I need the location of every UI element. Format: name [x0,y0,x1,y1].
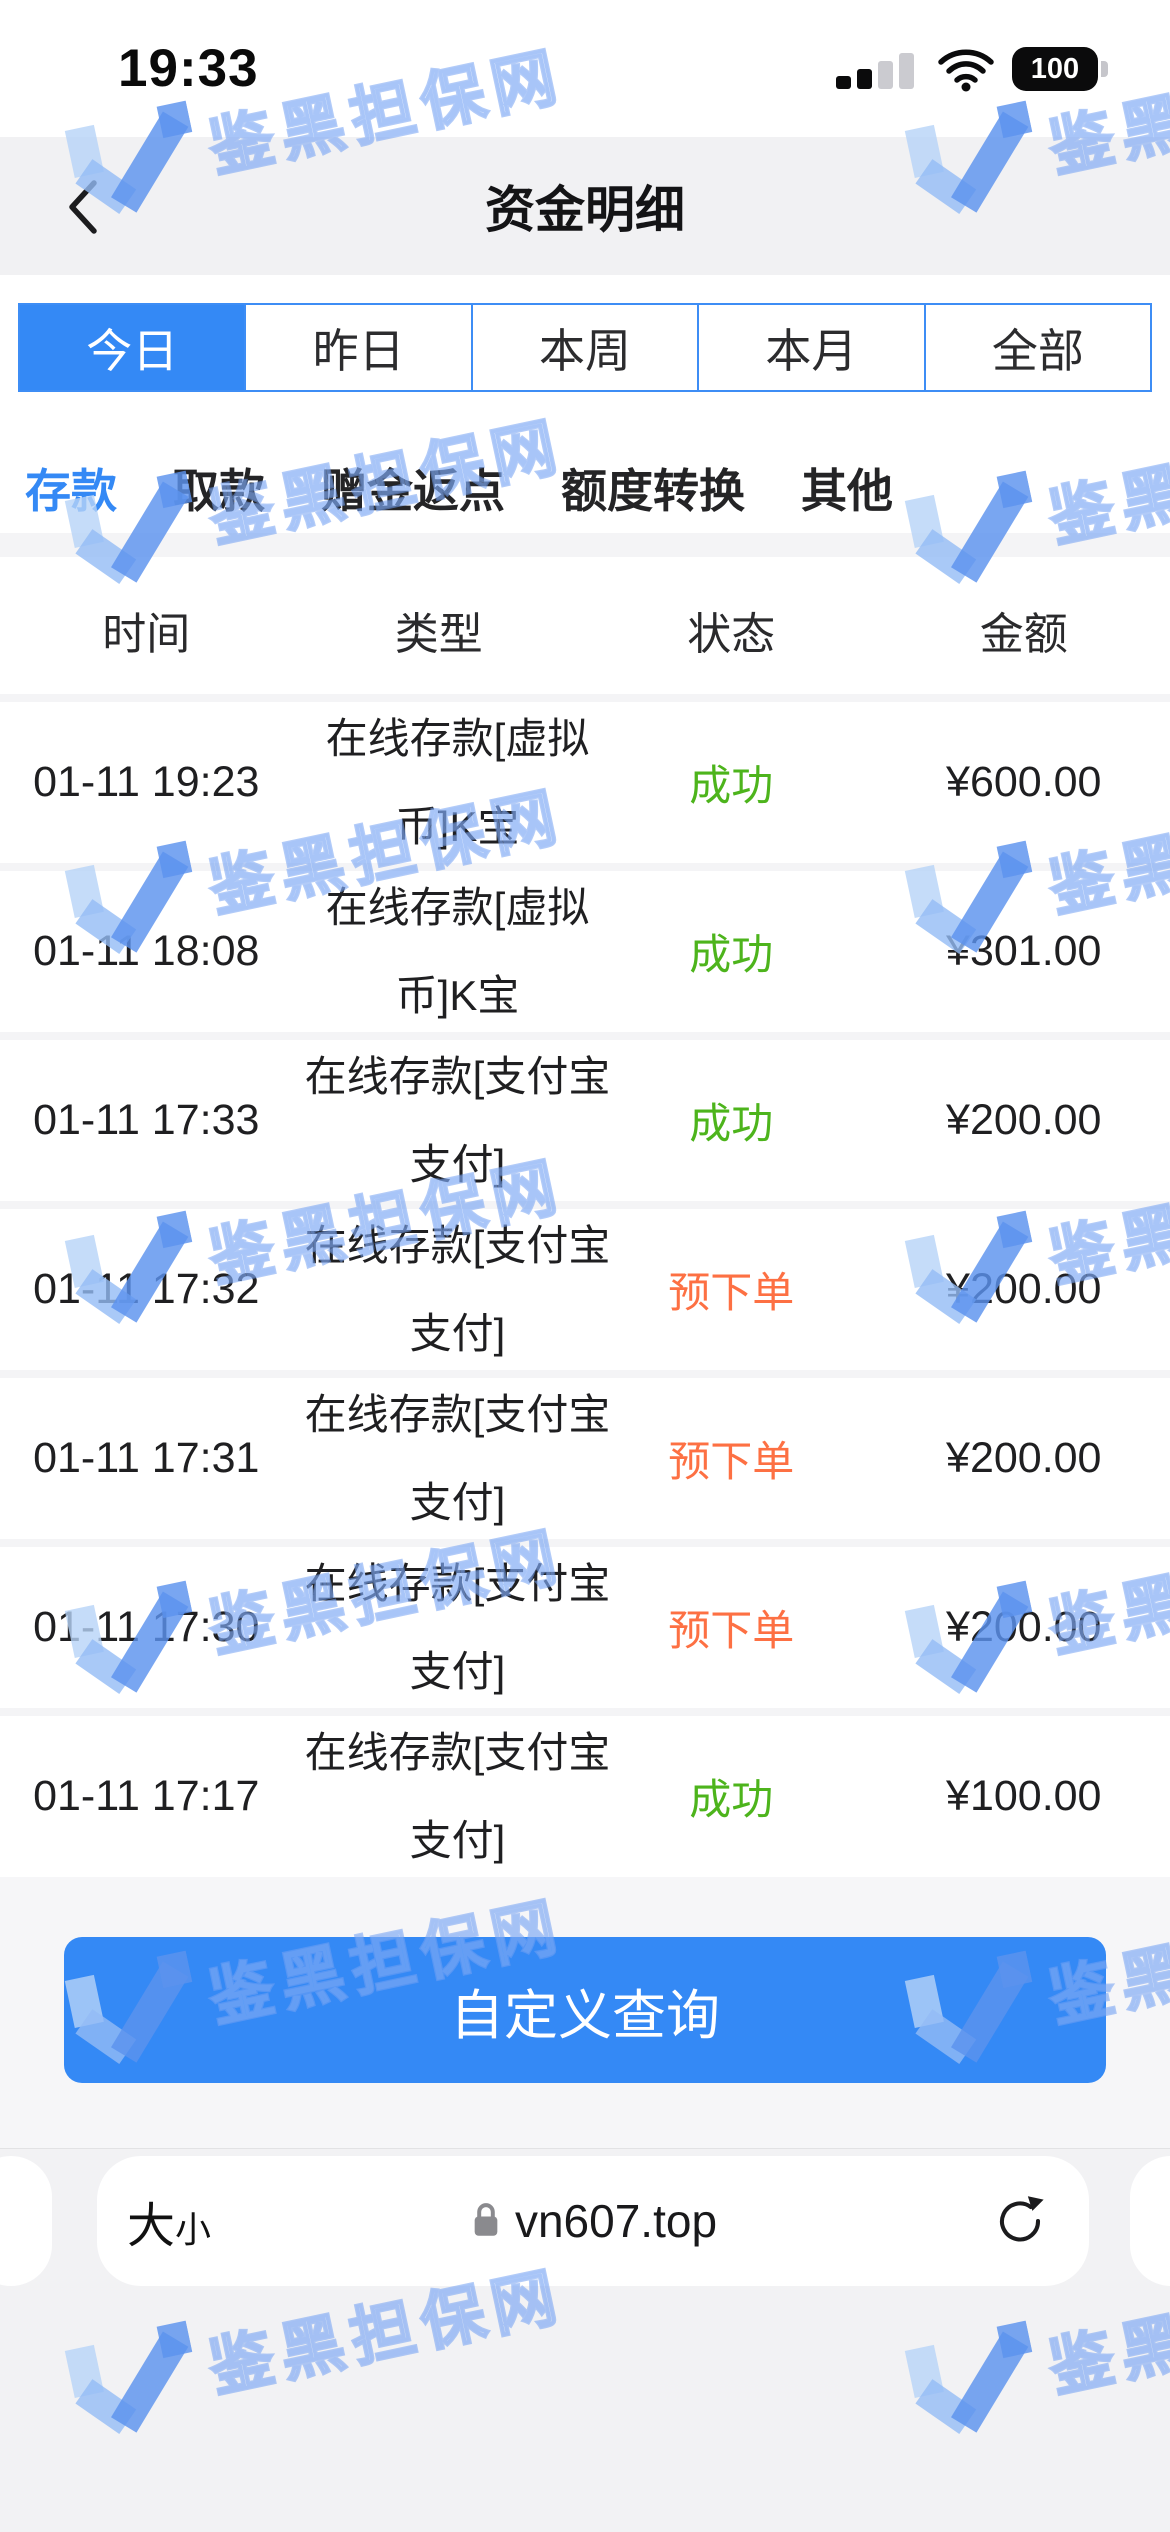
cellular-signal-icon [836,53,914,89]
type-text: 在线存款[支付宝支付] [304,1728,611,1864]
cell-status: 预下单 [585,1259,878,1320]
page-header: 资金明细 [0,137,1170,275]
safari-bottom-bar: 大小 vn607.top [0,2148,1170,2532]
cell-time: 01-11 17:33 [33,1096,260,1144]
category-tabs: 存款 取款 赠金返点 额度转换 其他 [25,455,893,521]
category-tab[interactable]: 额度转换 [561,465,745,517]
category-tab[interactable]: 其他 [801,465,893,517]
cell-time: 01-11 19:23 [33,758,260,806]
table-header: 时间 类型 状态 金额 [0,589,1170,671]
type-text: 在线存款[支付宝支付] [304,1390,611,1526]
table-header-cell: 类型 [394,610,483,659]
cell-amount: ¥200.00 [946,1265,1102,1313]
type-text: 在线存款[支付宝支付] [304,1052,611,1188]
type-text: 在线存款[虚拟币]K宝 [325,714,590,850]
cell-status: 预下单 [585,1428,878,1489]
cell-type: 在线存款[支付宝支付] [293,1540,611,1716]
battery-percent: 100 [1030,52,1080,85]
table-row: 01-11 18:08 在线存款[虚拟币]K宝 成功 ¥301.00 [0,871,1170,1040]
cell-time: 01-11 17:31 [33,1434,260,1482]
adjacent-tab-left[interactable] [0,2156,52,2286]
watermark-tile: 鉴黑担保网 [898,382,1170,602]
status-badge: 预下单 [668,1269,795,1316]
status-badge: 成功 [689,1100,774,1147]
date-tab[interactable]: 本周 [470,305,698,390]
category-tab[interactable]: 取款 [173,465,265,517]
reload-icon[interactable] [993,2194,1047,2248]
status-badge: 预下单 [668,1607,795,1654]
status-badge: 成功 [689,1776,774,1823]
cell-type: 在线存款[支付宝支付] [293,1371,611,1547]
date-tab[interactable]: 全部 [923,305,1151,390]
table-row: 01-11 17:33 在线存款[支付宝支付] 成功 ¥200.00 [0,1040,1170,1209]
cell-amount: ¥600.00 [946,758,1102,806]
type-text: 在线存款[支付宝支付] [304,1221,611,1357]
text-size-small: 小 [175,2209,212,2250]
text-size-big: 大 [127,2200,176,2253]
adjacent-tab-right[interactable] [1130,2156,1170,2286]
status-time: 19:33 [118,39,259,98]
cell-amount: ¥200.00 [946,1096,1102,1144]
section-divider [0,533,1170,557]
cell-type: 在线存款[支付宝支付] [293,1202,611,1378]
custom-query-button[interactable]: 自定义查询 [64,1937,1106,2083]
category-tab[interactable]: 赠金返点 [321,465,505,517]
cell-time: 01-11 17:17 [33,1772,260,1820]
url-display: vn607.top [97,2194,1089,2248]
text-size-button[interactable]: 大小 [127,2186,211,2256]
status-badge: 成功 [689,762,774,809]
back-chevron-icon[interactable] [64,177,104,237]
date-tab[interactable]: 今日 [20,305,245,390]
status-bar: 19:33 100 [0,0,1170,137]
table-row: 01-11 17:17 在线存款[支付宝支付] 成功 ¥100.00 [0,1716,1170,1885]
cell-type: 在线存款[虚拟币]K宝 [293,695,590,871]
page-title: 资金明细 [485,182,685,238]
cell-time: 01-11 18:08 [33,927,260,975]
cell-amount: ¥200.00 [946,1603,1102,1651]
table-row: 01-11 17:32 在线存款[支付宝支付] 预下单 ¥200.00 [0,1209,1170,1378]
table-header-cell: 状态 [687,610,776,659]
date-range-tabs: 今日 昨日 本周 本月 全部 [18,303,1152,392]
status-badge: 预下单 [668,1438,795,1485]
table-header-cell: 金额 [979,610,1068,659]
date-tab[interactable]: 昨日 [244,305,471,390]
address-bar[interactable]: 大小 vn607.top [97,2156,1089,2286]
date-tab[interactable]: 本月 [697,305,924,390]
table-row: 01-11 17:31 在线存款[支付宝支付] 预下单 ¥200.00 [0,1378,1170,1547]
cell-time: 01-11 17:32 [33,1265,260,1313]
cell-amount: ¥200.00 [946,1434,1102,1482]
cell-status: 成功 [585,1090,878,1151]
cell-status: 成功 [585,921,878,982]
cell-status: 成功 [585,752,878,813]
battery-icon: 100 [1012,47,1108,91]
cell-type: 在线存款[虚拟币]K宝 [293,864,590,1040]
lock-icon [474,2203,498,2236]
cell-status: 成功 [585,1766,878,1827]
cell-status: 预下单 [585,1597,878,1658]
category-tab[interactable]: 存款 [25,465,117,517]
watermark-logo-icon [904,470,1033,584]
cell-type: 在线存款[支付宝支付] [293,1709,611,1885]
transactions-table: 01-11 19:23 在线存款[虚拟币]K宝 成功 ¥600.00 01-11… [0,694,1170,1885]
table-header-cell: 时间 [102,610,191,659]
cell-time: 01-11 17:30 [33,1603,260,1651]
status-icons: 100 [836,46,1108,92]
url-text: vn607.top [514,2195,718,2247]
status-badge: 成功 [689,931,774,978]
cell-type: 在线存款[支付宝支付] [293,1033,611,1209]
cell-amount: ¥301.00 [946,927,1102,975]
cell-amount: ¥100.00 [946,1772,1102,1820]
wifi-icon [938,49,994,92]
table-row: 01-11 19:23 在线存款[虚拟币]K宝 成功 ¥600.00 [0,702,1170,871]
type-text: 在线存款[虚拟币]K宝 [325,883,590,1019]
type-text: 在线存款[支付宝支付] [304,1559,611,1695]
table-row: 01-11 17:30 在线存款[支付宝支付] 预下单 ¥200.00 [0,1547,1170,1716]
